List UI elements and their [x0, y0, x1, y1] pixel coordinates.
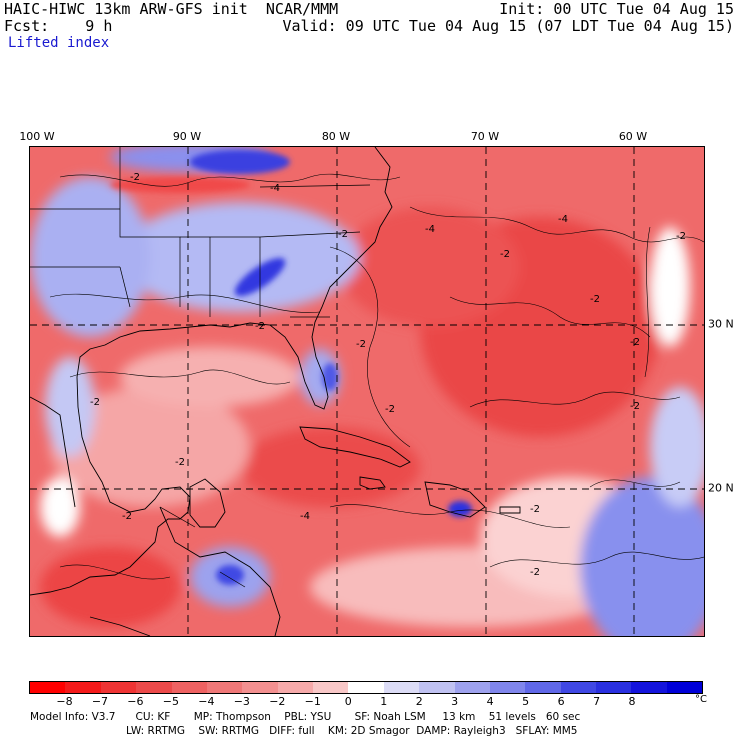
- contour-label: -2: [130, 172, 140, 183]
- colorbar-swatch: [65, 682, 101, 693]
- colorbar-swatch: [560, 682, 596, 693]
- lon-label-70w: 70 W: [470, 130, 500, 143]
- lon-label-60w: 60 W: [618, 130, 648, 143]
- field-name: Lifted index: [8, 35, 110, 51]
- contour-label: -2: [338, 229, 348, 240]
- forecast-hour: Fcst: 9 h: [4, 17, 113, 35]
- colorbar-swatch: [277, 682, 313, 693]
- lon-label-90w: 90 W: [172, 130, 202, 143]
- colorbar-swatch: [666, 682, 703, 693]
- colorbar-swatch: [631, 682, 667, 693]
- contour-label: -4: [300, 511, 310, 522]
- colorbar-swatch: [136, 682, 172, 693]
- colorbar-swatch: [525, 682, 561, 693]
- colorbar-swatch: [596, 682, 632, 693]
- contour-label: -2: [255, 321, 265, 332]
- colorbar-tick-label: 0: [344, 695, 352, 708]
- valid-time: Valid: 09 UTC Tue 04 Aug 15 (07 LDT Tue …: [282, 17, 734, 35]
- contour-label: -2: [385, 404, 395, 415]
- colorbar-swatch: [30, 682, 66, 693]
- contour-label: -4: [558, 214, 568, 225]
- colorbar-tick-label: 3: [451, 695, 459, 708]
- contour-label: -2: [530, 504, 540, 515]
- colorbar-unit: °C: [695, 694, 707, 705]
- colorbar-swatch: [419, 682, 455, 693]
- lifted-index-map: -2 -4 -2 -2 -2 -4 -2 -2 -2 -2 -2 -2 -2 -…: [29, 146, 705, 637]
- contour-label: -2: [500, 249, 510, 260]
- init-time: Init: 00 UTC Tue 04 Aug 15: [499, 0, 734, 18]
- colorbar-tick-label: −4: [198, 695, 215, 708]
- model-title: HAIC-HIWC 13km ARW-GFS init NCAR/MMM: [4, 0, 339, 18]
- colorbar-tick-label: −3: [233, 695, 250, 708]
- colorbar-swatch: [348, 682, 384, 693]
- contour-label: -2: [630, 337, 640, 348]
- lon-label-80w: 80 W: [321, 130, 351, 143]
- lat-label-20n: 20 N: [708, 481, 734, 495]
- colorbar-tick-label: 2: [415, 695, 423, 708]
- colorbar: [29, 681, 703, 694]
- colorbar-tick-label: −8: [56, 695, 73, 708]
- state-borders: [30, 147, 371, 588]
- colorbar-swatch: [242, 682, 278, 693]
- contour-label: -4: [270, 183, 280, 194]
- model-info-line-2: LW: RRTMG SW: RRTMG DIFF: full KM: 2D Sm…: [126, 725, 578, 737]
- colorbar-tick-label: −2: [269, 695, 286, 708]
- colorbar-swatch: [206, 682, 243, 693]
- colorbar-tick-label: 1: [380, 695, 388, 708]
- colorbar-tick-label: −6: [127, 695, 144, 708]
- contour-label: -2: [530, 567, 540, 578]
- graticule: [30, 147, 704, 636]
- colorbar-swatch: [489, 682, 526, 693]
- colorbar-swatch: [100, 682, 137, 693]
- contour-label: -2: [175, 457, 185, 468]
- colorbar-tick-label: 8: [628, 695, 636, 708]
- colorbar-swatch: [383, 682, 420, 693]
- colorbar-swatch: [171, 682, 207, 693]
- lat-label-30n: 30 N: [708, 317, 734, 331]
- colorbar-swatch: [454, 682, 490, 693]
- colorbar-tick-label: 7: [593, 695, 601, 708]
- contour-label: -2: [590, 294, 600, 305]
- contour-label: -2: [122, 511, 132, 522]
- contour-label-group: -2 -4 -2 -2 -2 -4 -2 -2 -2 -2 -2 -2 -2 -…: [90, 172, 686, 578]
- contour-label: -4: [425, 224, 435, 235]
- colorbar-tick-label: 4: [486, 695, 494, 708]
- colorbar-tick-label: 5: [522, 695, 530, 708]
- model-info-line-1: Model Info: V3.7 CU: KF MP: Thompson PBL…: [30, 711, 581, 723]
- contour-label: -2: [90, 397, 100, 408]
- colorbar-tick-label: −1: [304, 695, 321, 708]
- contour-label: -2: [676, 231, 686, 242]
- colorbar-swatch: [313, 682, 349, 693]
- coastlines: [30, 147, 521, 636]
- lon-label-100w: 100 W: [19, 130, 55, 143]
- colorbar-tick-label: 6: [557, 695, 565, 708]
- colorbar-tick-label: −7: [91, 695, 109, 708]
- contour-label: -2: [630, 401, 640, 412]
- colorbar-tick-label: −5: [162, 695, 179, 708]
- map-svg: -2 -4 -2 -2 -2 -4 -2 -2 -2 -2 -2 -2 -2 -…: [30, 147, 704, 636]
- contour-label: -2: [356, 339, 366, 350]
